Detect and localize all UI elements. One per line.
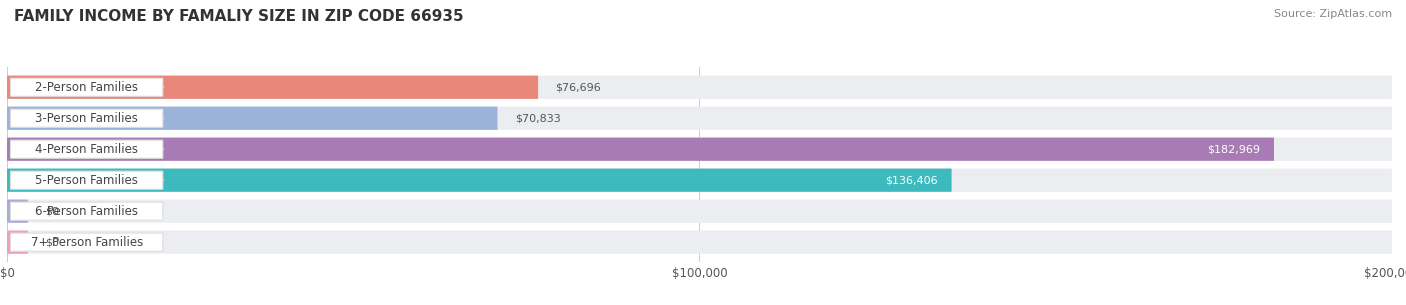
FancyBboxPatch shape	[7, 199, 28, 223]
FancyBboxPatch shape	[10, 78, 163, 96]
FancyBboxPatch shape	[7, 231, 1392, 254]
FancyBboxPatch shape	[7, 199, 1392, 223]
FancyBboxPatch shape	[10, 171, 163, 189]
FancyBboxPatch shape	[7, 107, 498, 130]
FancyBboxPatch shape	[10, 202, 163, 220]
Text: 2-Person Families: 2-Person Families	[35, 81, 138, 94]
Text: FAMILY INCOME BY FAMALIY SIZE IN ZIP CODE 66935: FAMILY INCOME BY FAMALIY SIZE IN ZIP COD…	[14, 9, 464, 24]
Text: $76,696: $76,696	[555, 82, 602, 92]
FancyBboxPatch shape	[10, 233, 163, 251]
FancyBboxPatch shape	[7, 138, 1274, 161]
Text: $182,969: $182,969	[1208, 144, 1260, 154]
FancyBboxPatch shape	[10, 140, 163, 158]
FancyBboxPatch shape	[7, 76, 1392, 99]
FancyBboxPatch shape	[7, 169, 1392, 192]
FancyBboxPatch shape	[7, 107, 1392, 130]
Text: 5-Person Families: 5-Person Families	[35, 174, 138, 187]
FancyBboxPatch shape	[10, 109, 163, 127]
FancyBboxPatch shape	[7, 231, 28, 254]
FancyBboxPatch shape	[7, 169, 952, 192]
Text: Source: ZipAtlas.com: Source: ZipAtlas.com	[1274, 9, 1392, 19]
Text: $0: $0	[45, 237, 59, 247]
Text: $0: $0	[45, 206, 59, 216]
Text: 4-Person Families: 4-Person Families	[35, 143, 138, 156]
Text: 3-Person Families: 3-Person Families	[35, 112, 138, 125]
Text: 6-Person Families: 6-Person Families	[35, 205, 138, 218]
FancyBboxPatch shape	[7, 138, 1392, 161]
FancyBboxPatch shape	[7, 76, 538, 99]
Text: 7+ Person Families: 7+ Person Families	[31, 236, 143, 249]
Text: $70,833: $70,833	[515, 113, 561, 123]
Text: $136,406: $136,406	[886, 175, 938, 185]
